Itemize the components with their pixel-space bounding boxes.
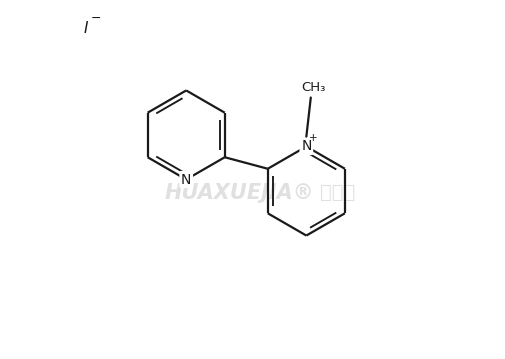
Text: HUAXUEJIA®: HUAXUEJIA® (165, 183, 314, 203)
Text: I: I (84, 20, 88, 36)
Text: 化学加: 化学加 (319, 183, 355, 202)
Text: N: N (300, 140, 311, 154)
Text: −: − (91, 12, 102, 25)
Text: +: + (308, 134, 317, 144)
Text: CH₃: CH₃ (300, 81, 325, 94)
Text: N: N (181, 173, 191, 186)
